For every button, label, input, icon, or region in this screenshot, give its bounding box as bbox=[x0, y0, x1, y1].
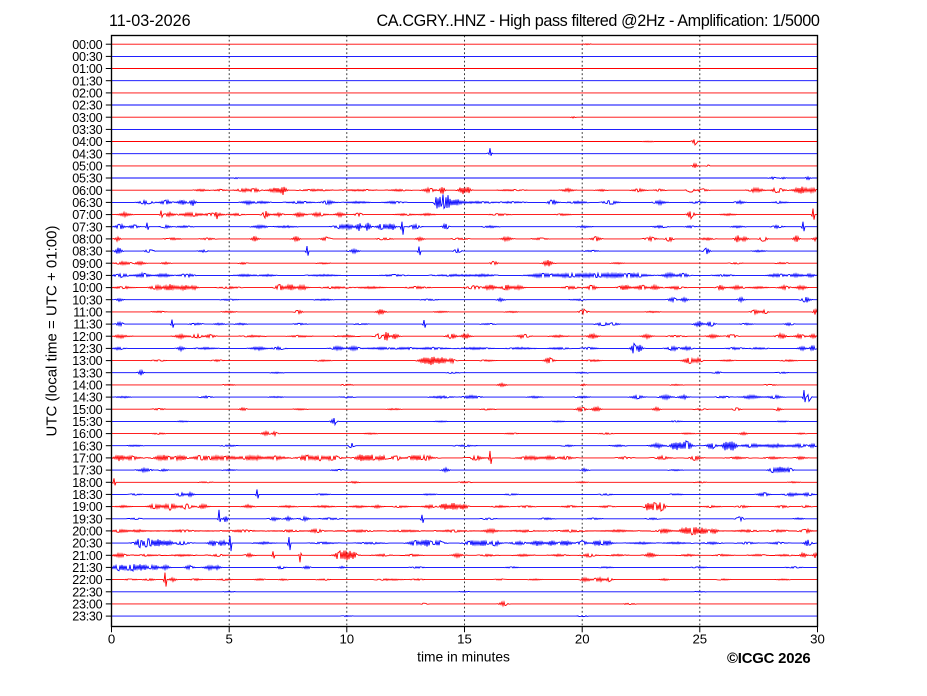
svg-text:11:00: 11:00 bbox=[73, 306, 102, 320]
svg-text:12:30: 12:30 bbox=[72, 342, 102, 356]
svg-text:18:00: 18:00 bbox=[72, 476, 102, 490]
svg-text:01:00: 01:00 bbox=[72, 62, 102, 76]
svg-text:time in minutes: time in minutes bbox=[417, 650, 510, 665]
svg-text:22:00: 22:00 bbox=[72, 573, 102, 587]
svg-text:CA.CGRY..HNZ - High pass filte: CA.CGRY..HNZ - High pass filtered @2Hz -… bbox=[376, 12, 819, 30]
svg-text:10:00: 10:00 bbox=[72, 281, 102, 295]
svg-text:16:30: 16:30 bbox=[72, 439, 102, 453]
svg-text:14:30: 14:30 bbox=[72, 391, 102, 405]
svg-text:03:30: 03:30 bbox=[72, 123, 102, 137]
svg-text:09:00: 09:00 bbox=[72, 257, 102, 271]
svg-text:12:00: 12:00 bbox=[72, 330, 102, 344]
svg-text:03:00: 03:00 bbox=[72, 111, 102, 125]
svg-text:08:30: 08:30 bbox=[72, 245, 102, 259]
svg-text:15:30: 15:30 bbox=[72, 415, 102, 429]
svg-text:20:00: 20:00 bbox=[72, 525, 102, 539]
svg-text:11-03-2026: 11-03-2026 bbox=[109, 12, 191, 30]
svg-text:08:00: 08:00 bbox=[72, 233, 102, 247]
svg-text:07:00: 07:00 bbox=[72, 208, 102, 222]
svg-text:20: 20 bbox=[575, 632, 590, 647]
svg-text:02:30: 02:30 bbox=[72, 99, 102, 113]
svg-text:18:30: 18:30 bbox=[72, 488, 102, 502]
svg-text:19:00: 19:00 bbox=[72, 500, 102, 514]
svg-text:19:30: 19:30 bbox=[72, 512, 102, 526]
svg-text:10:30: 10:30 bbox=[72, 293, 102, 307]
svg-text:00:30: 00:30 bbox=[72, 50, 102, 64]
svg-text:15: 15 bbox=[457, 632, 472, 647]
svg-text:©ICGC 2026: ©ICGC 2026 bbox=[727, 651, 810, 667]
svg-text:UTC (local time = UTC + 01:00): UTC (local time = UTC + 01:00) bbox=[44, 226, 61, 437]
svg-text:25: 25 bbox=[692, 632, 707, 647]
svg-text:11:30: 11:30 bbox=[73, 318, 102, 332]
svg-text:04:30: 04:30 bbox=[72, 147, 102, 161]
svg-text:22:30: 22:30 bbox=[72, 585, 102, 599]
svg-text:10: 10 bbox=[339, 632, 354, 647]
svg-text:15:00: 15:00 bbox=[72, 403, 102, 417]
svg-text:06:00: 06:00 bbox=[72, 184, 102, 198]
svg-text:02:00: 02:00 bbox=[72, 87, 102, 101]
svg-text:17:00: 17:00 bbox=[72, 452, 102, 466]
svg-text:0: 0 bbox=[108, 632, 115, 647]
svg-text:05:00: 05:00 bbox=[72, 160, 102, 174]
svg-text:23:30: 23:30 bbox=[72, 610, 102, 624]
svg-text:01:30: 01:30 bbox=[72, 74, 102, 88]
svg-text:21:00: 21:00 bbox=[72, 549, 102, 563]
svg-text:13:30: 13:30 bbox=[72, 366, 102, 380]
svg-text:20:30: 20:30 bbox=[72, 537, 102, 551]
svg-text:16:00: 16:00 bbox=[72, 427, 102, 441]
svg-text:14:00: 14:00 bbox=[72, 379, 102, 393]
svg-text:17:30: 17:30 bbox=[72, 464, 102, 478]
svg-text:30: 30 bbox=[810, 632, 825, 647]
svg-text:21:30: 21:30 bbox=[72, 561, 102, 575]
svg-text:09:30: 09:30 bbox=[72, 269, 102, 283]
svg-text:00:00: 00:00 bbox=[72, 38, 102, 52]
svg-text:23:00: 23:00 bbox=[72, 598, 102, 612]
svg-text:05:30: 05:30 bbox=[72, 172, 102, 186]
svg-text:04:00: 04:00 bbox=[72, 135, 102, 149]
svg-text:07:30: 07:30 bbox=[72, 220, 102, 234]
svg-text:06:30: 06:30 bbox=[72, 196, 102, 210]
svg-text:13:00: 13:00 bbox=[72, 354, 102, 368]
svg-text:5: 5 bbox=[226, 632, 233, 647]
